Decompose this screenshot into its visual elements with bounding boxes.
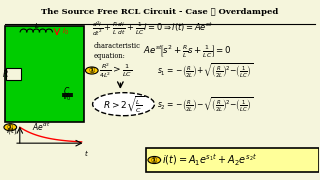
- Text: $C$: $C$: [63, 84, 70, 96]
- Text: $Ae^{st}\!\left[s^2+\frac{R}{L}s+\frac{1}{LC}\right]\!=0$: $Ae^{st}\!\left[s^2+\frac{R}{L}s+\frac{1…: [142, 43, 231, 60]
- Text: $i(t)$: $i(t)$: [6, 125, 17, 136]
- Circle shape: [85, 67, 98, 74]
- Text: $Ae^{\alpha t}$: $Ae^{\alpha t}$: [32, 120, 50, 132]
- Text: ①: ①: [151, 156, 157, 165]
- Circle shape: [4, 124, 17, 131]
- Text: The Source Free RCL Circuit - Case ① Overdamped: The Source Free RCL Circuit - Case ① Ove…: [41, 8, 279, 17]
- Text: $I_0$: $I_0$: [62, 27, 68, 37]
- FancyBboxPatch shape: [146, 148, 319, 172]
- Text: $s_1=-\!\left(\frac{R}{2L}\right)\!+\!\sqrt{\left(\frac{R}{2L}\right)^{\!2}\!-\!: $s_1=-\!\left(\frac{R}{2L}\right)\!+\!\s…: [157, 61, 253, 80]
- Circle shape: [148, 156, 161, 164]
- Text: $i(t)=A_1e^{s_1t}+A_2e^{s_2t}$: $i(t)=A_1e^{s_1t}+A_2e^{s_2t}$: [162, 152, 257, 168]
- FancyBboxPatch shape: [5, 68, 21, 80]
- Text: $\frac{d^2i}{dt^2}+\frac{R}{L}\frac{di}{dt}+\frac{1}{LC}i=0\Rightarrow i(t)=Ae^{: $\frac{d^2i}{dt^2}+\frac{R}{L}\frac{di}{…: [92, 20, 213, 38]
- Text: $R$: $R$: [2, 68, 9, 79]
- Text: $L$: $L$: [34, 21, 39, 30]
- Text: $s_2=-\!\left(\frac{R}{2L}\right)\!-\!\sqrt{\left(\frac{R}{2L}\right)^{\!2}\!-\!: $s_2=-\!\left(\frac{R}{2L}\right)\!-\!\s…: [157, 95, 253, 114]
- Text: $\frac{R^2}{4L^2}>\frac{1}{LC}$: $\frac{R^2}{4L^2}>\frac{1}{LC}$: [99, 61, 132, 80]
- Text: $t$: $t$: [84, 148, 89, 158]
- Text: $R>2\sqrt{\frac{L}{C}}$: $R>2\sqrt{\frac{L}{C}}$: [103, 94, 144, 114]
- Text: ①: ①: [7, 123, 13, 132]
- Ellipse shape: [92, 93, 155, 116]
- FancyBboxPatch shape: [4, 26, 84, 122]
- Text: $V_0$: $V_0$: [62, 93, 71, 103]
- Text: ①: ①: [89, 66, 95, 75]
- Text: characteristic
equation:: characteristic equation:: [93, 42, 140, 60]
